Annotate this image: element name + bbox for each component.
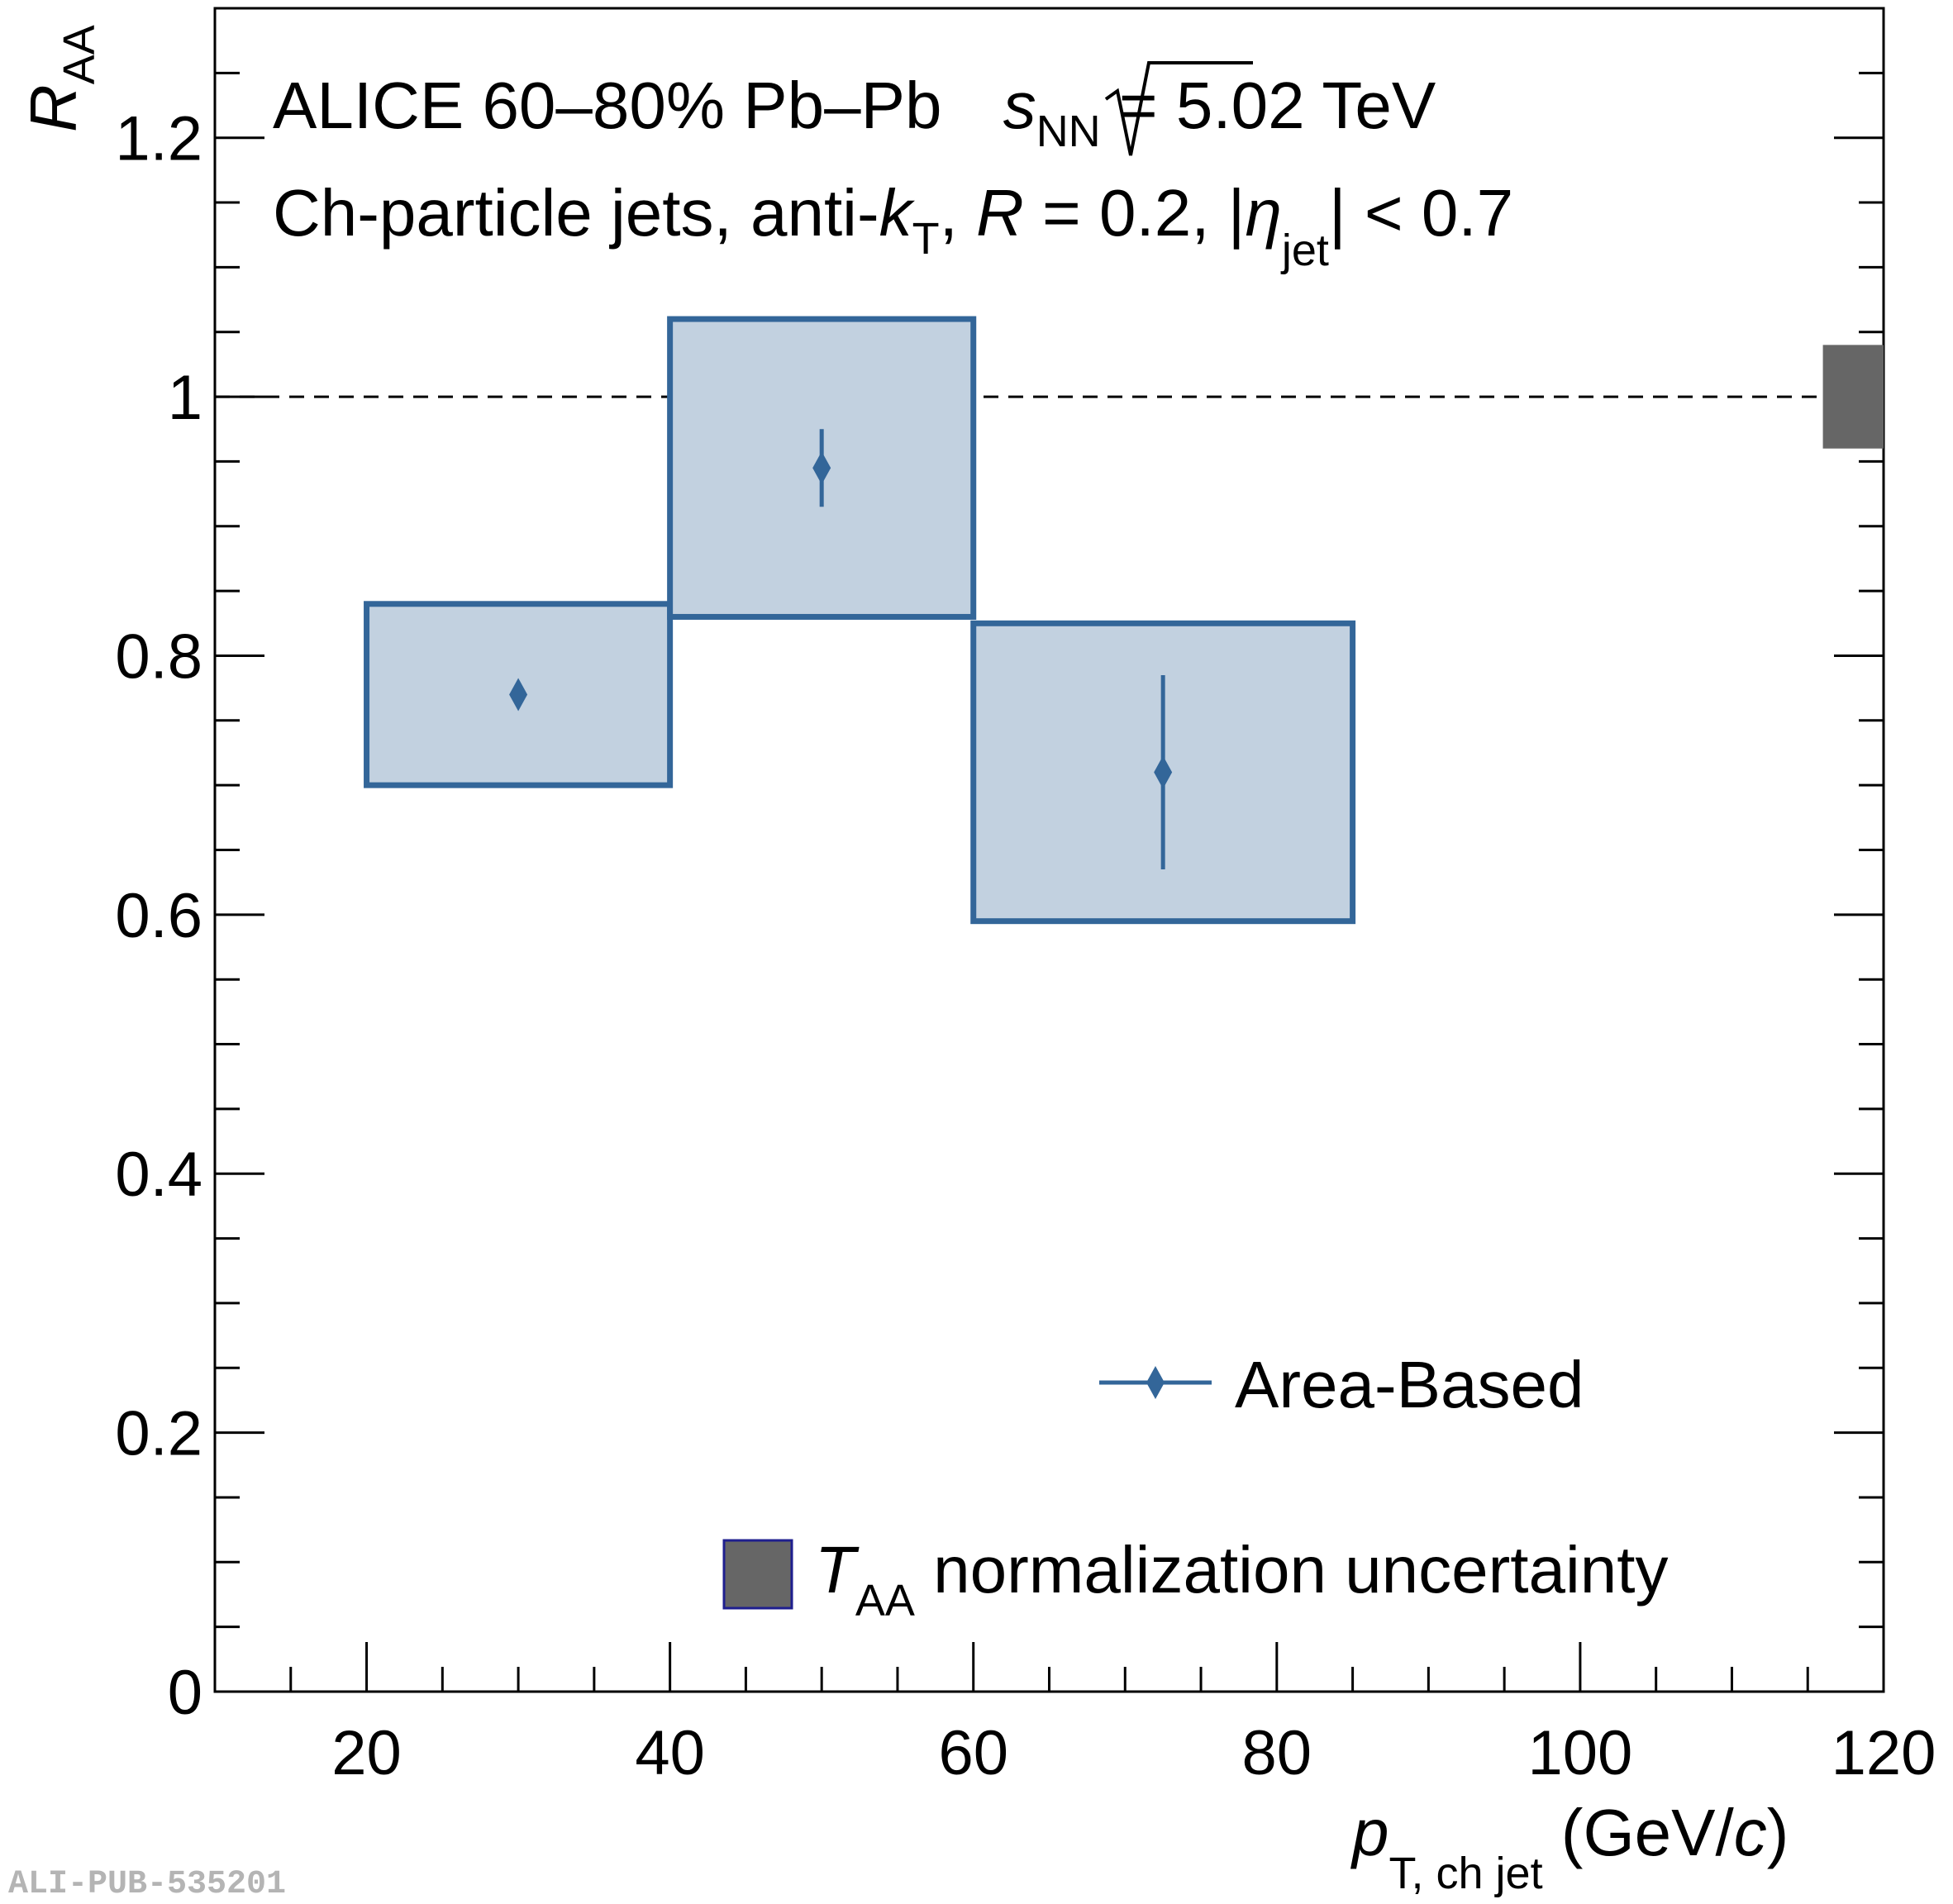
x-tick-label: 80 [1242, 1718, 1312, 1788]
x-tick-label: 40 [635, 1718, 705, 1788]
axis-ticks [215, 7, 1885, 1693]
tick-labels: 20 40 60 80 100 120 0 0.2 0.4 0.6 0.8 1 1.2 [115, 104, 1936, 1788]
y-tick-label: 1.2 [115, 104, 202, 174]
header-line-1: ALICE 60–80% Pb–Pb sNN = 5.02 TeV [273, 69, 1436, 156]
normalization-uncertainty-box [1822, 345, 1884, 449]
y-tick-label: 0 [168, 1658, 202, 1728]
legend-marker-area-based [1146, 1366, 1165, 1399]
legend-label-area-based: Area-Based [1235, 1348, 1584, 1421]
y-tick-label: 0.6 [115, 881, 202, 951]
x-tick-label: 100 [1528, 1718, 1633, 1788]
y-tick-label: 0.4 [115, 1140, 202, 1210]
y-tick-label: 1 [168, 363, 202, 433]
data-point-marker [1154, 755, 1173, 789]
y-axis-title: RAA [17, 25, 104, 132]
x-axis-title[interactable]: pT, ch jet (GeV/c) [1350, 1796, 1789, 1898]
x-tick-label: 60 [938, 1718, 1008, 1788]
data-point-marker [509, 678, 528, 712]
data-point-marker [812, 451, 831, 485]
header-line-2: Ch-particle jets, anti-kT, R = 0.2, |ηje… [273, 176, 1513, 275]
y-tick-label: 0.8 [115, 621, 202, 692]
y-tick-label: 0.2 [115, 1399, 202, 1469]
legend: Area-Based TAA normalization uncertainty [722, 1348, 1668, 1626]
series-layer [364, 316, 1356, 925]
x-tick-label: 20 [331, 1718, 402, 1788]
x-tick-label: 120 [1832, 1718, 1936, 1788]
legend-label-normalization: TAA normalization uncertainty [815, 1533, 1668, 1626]
sqrt-sign-icon [1104, 61, 1253, 156]
watermark: ALI-PUB-535201 [8, 1866, 286, 1903]
legend-swatch-normalization [722, 1539, 793, 1610]
